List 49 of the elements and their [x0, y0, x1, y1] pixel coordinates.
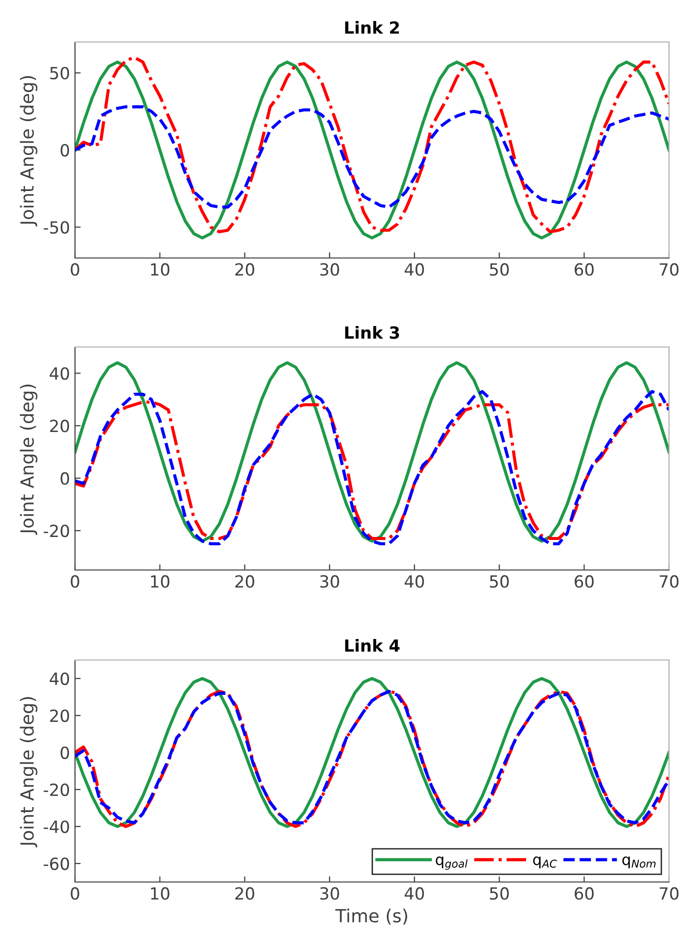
- chart-title: Link 3: [345, 326, 400, 339]
- x-tick-label: 30: [320, 263, 340, 276]
- chart-title: Link 4: [345, 639, 400, 652]
- y-axis-title: Joint Angle (deg): [20, 384, 38, 535]
- legend-label: q$_{AC}$: [533, 856, 557, 868]
- y-tick-label: -20: [44, 783, 70, 796]
- x-tick-label: 30: [320, 575, 340, 588]
- x-tick-label: 20: [235, 887, 254, 900]
- x-tick-label: 10: [151, 887, 170, 900]
- y-tick-label: 0: [60, 144, 70, 157]
- y-tick-label: 20: [50, 709, 70, 722]
- y-axis-title: Joint Angle (deg): [20, 76, 38, 226]
- x-tick-label: 50: [490, 887, 509, 900]
- x-tick-label: 70: [660, 887, 678, 900]
- x-tick-label: 30: [320, 887, 340, 900]
- x-tick-label: 10: [151, 575, 170, 588]
- y-tick-label: -60: [44, 857, 70, 870]
- y-axis-title: Joint Angle (deg): [20, 697, 38, 848]
- y-tick-label: -20: [44, 524, 70, 538]
- line-series: [75, 361, 669, 543]
- legend-label: q$_{Nom}$: [622, 856, 656, 868]
- x-tick-label: 40: [404, 887, 424, 900]
- legend-label: q$_{goal}$: [436, 856, 468, 870]
- x-tick-label: 20: [235, 575, 254, 588]
- x-tick-label: 0: [70, 575, 80, 588]
- x-axis-title: Time (s): [335, 908, 408, 925]
- x-tick-label: 60: [574, 575, 594, 588]
- x-tick-label: 40: [404, 575, 424, 588]
- x-tick-label: 0: [70, 887, 80, 900]
- x-tick-label: 50: [490, 575, 509, 588]
- y-tick-label: 40: [50, 367, 70, 380]
- x-tick-label: 60: [574, 887, 594, 900]
- x-tick-label: 40: [404, 263, 424, 276]
- x-tick-label: 50: [490, 263, 509, 276]
- x-tick-label: 20: [235, 263, 254, 276]
- y-tick-label: -40: [44, 820, 70, 834]
- x-tick-label: 60: [574, 263, 594, 276]
- line-series: [75, 105, 669, 209]
- y-tick-label: 20: [50, 420, 70, 432]
- y-tick-label: 0: [60, 746, 70, 760]
- x-tick-label: 10: [151, 263, 170, 276]
- x-tick-label: 70: [660, 263, 678, 276]
- x-tick-label: 0: [70, 263, 80, 276]
- x-tick-label: 70: [660, 575, 678, 588]
- chart-title: Link 2: [345, 21, 399, 34]
- y-tick-label: 40: [50, 672, 70, 686]
- y-tick-label: -50: [44, 221, 70, 234]
- y-tick-label: 50: [50, 66, 70, 80]
- y-tick-label: 0: [60, 472, 70, 485]
